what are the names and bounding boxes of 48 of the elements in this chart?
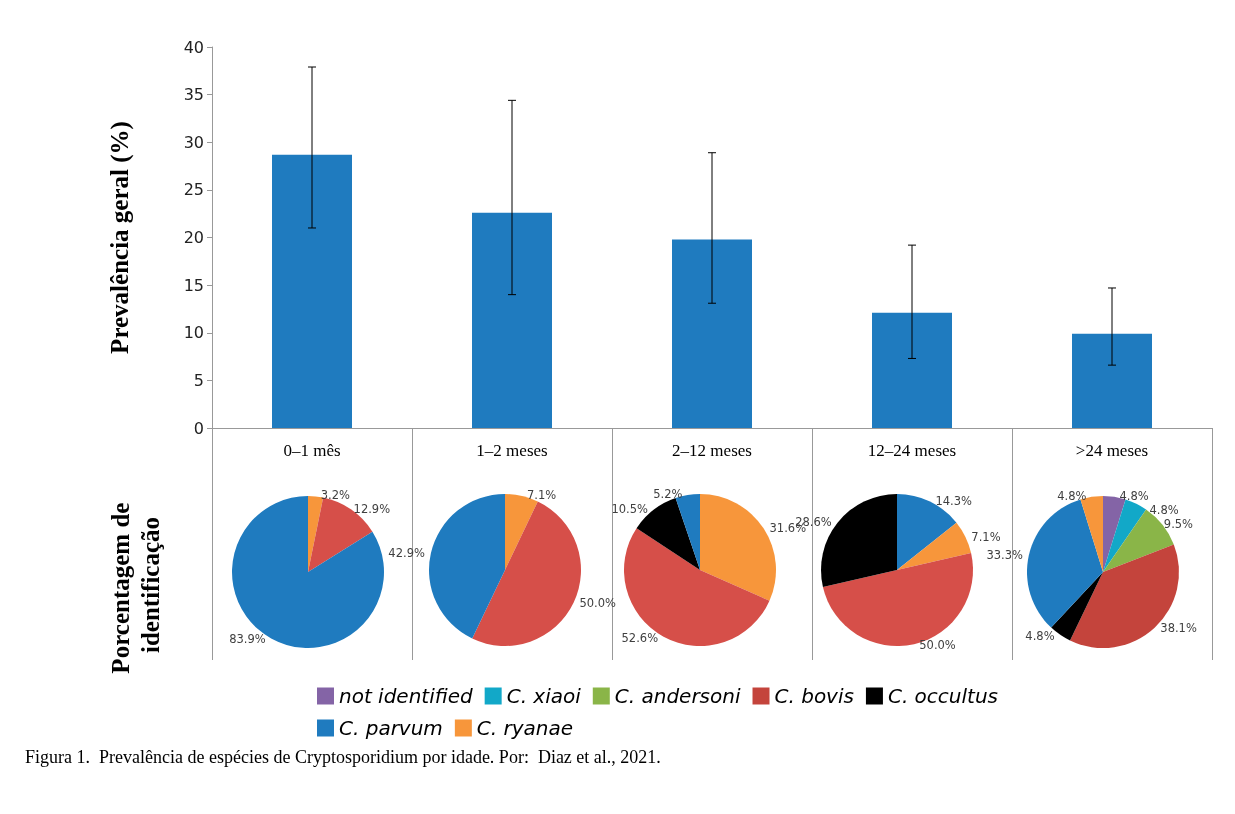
x-tick-label: 2–12 meses bbox=[672, 441, 752, 460]
legend-label: C. andersoni bbox=[614, 684, 741, 708]
data-label: 7.1% bbox=[971, 529, 1001, 544]
text: Porcentagem de identificação bbox=[106, 496, 164, 674]
y-tick-label: 10 bbox=[183, 323, 204, 343]
data-label: 50.0% bbox=[579, 596, 617, 611]
y-tick-label: 30 bbox=[183, 132, 204, 152]
data-label: 33.3% bbox=[986, 547, 1023, 562]
data-label: 83.9% bbox=[229, 632, 266, 647]
data-label: 5.2% bbox=[653, 487, 683, 502]
data-label: 4.8% bbox=[1149, 502, 1179, 517]
legend-label: C. xiaoi bbox=[506, 684, 582, 708]
x-tick-label: 1–2 meses bbox=[476, 441, 548, 460]
data-label: 4.8% bbox=[1057, 488, 1087, 503]
legend-label: C. ryanae bbox=[476, 716, 574, 740]
x-tick-label: 0–1 mês bbox=[283, 441, 341, 460]
bar bbox=[672, 239, 752, 428]
bar bbox=[272, 154, 352, 428]
y-tick-label: 20 bbox=[183, 228, 204, 247]
x-tick-label: >24 meses bbox=[1075, 441, 1149, 460]
y-axis-title: Prevalência geral (%) bbox=[106, 121, 134, 354]
text: Figura 1. Prevalência de espécies de Cryptosporidium por idade. Por: Diaz et al., 2021. bbox=[25, 747, 661, 767]
data-label: 52.6% bbox=[621, 630, 659, 645]
legend-label: C. occultus bbox=[887, 684, 999, 708]
x-tick-label: 12–24 meses bbox=[867, 441, 957, 460]
y-tick-label: 5 bbox=[193, 370, 204, 390]
data-label: 4.8% bbox=[1119, 488, 1149, 503]
data-label: 7.1% bbox=[527, 487, 557, 502]
bar bbox=[872, 312, 952, 428]
y-tick-label: 15 bbox=[183, 275, 204, 295]
data-label: 4.8% bbox=[1025, 628, 1055, 643]
y-tick-label: 0 bbox=[193, 418, 204, 438]
legend-label: not identified bbox=[339, 684, 473, 708]
legend-label: C. parvum bbox=[339, 716, 443, 740]
data-label: 9.5% bbox=[1163, 517, 1194, 532]
data-label: 42.9% bbox=[388, 545, 425, 560]
legend-label: C. bovis bbox=[774, 684, 854, 708]
bar bbox=[1072, 333, 1152, 428]
data-label: 38.1% bbox=[1160, 621, 1197, 636]
data-label: 3.2% bbox=[320, 488, 351, 503]
y-tick-label: 40 bbox=[183, 37, 204, 57]
data-label: 14.3% bbox=[935, 493, 973, 508]
y-tick-label: 35 bbox=[183, 85, 204, 105]
y-tick-label: 25 bbox=[183, 180, 204, 200]
data-label: 10.5% bbox=[611, 502, 649, 517]
bar bbox=[472, 212, 552, 428]
data-label: 50.0% bbox=[919, 638, 956, 653]
data-label: 12.9% bbox=[353, 502, 391, 517]
